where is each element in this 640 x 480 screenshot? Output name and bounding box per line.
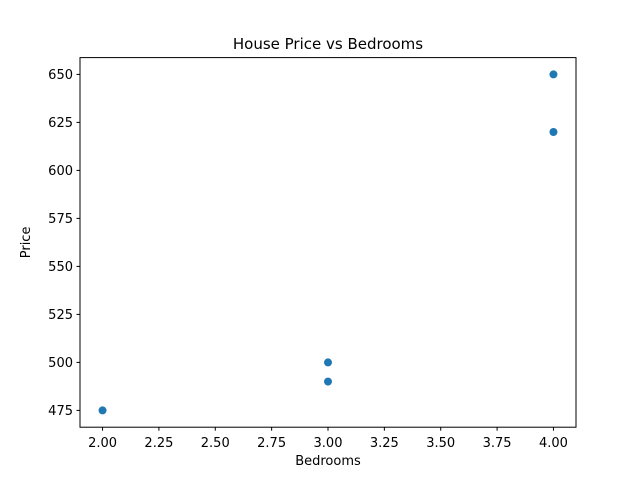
chart-title: House Price vs Bedrooms: [233, 35, 423, 53]
y-tick-label: 650: [48, 68, 73, 83]
y-axis-ticks: 475 500 525 550 575 600 625 650: [48, 68, 80, 419]
x-axis-label: Bedrooms: [295, 454, 361, 469]
scatter-point: [549, 128, 558, 136]
y-tick-label: 525: [48, 308, 73, 323]
x-axis-ticks: 2.00 2.25 2.50 2.75 3.00 3.25 3.50 3.75 4.00: [88, 427, 568, 451]
x-tick-label: 4.00: [539, 436, 568, 451]
plot-area: [80, 57, 576, 428]
y-tick-label: 550: [48, 260, 73, 275]
x-tick-label: 2.00: [88, 436, 117, 451]
x-tick-label: 2.25: [144, 436, 173, 451]
x-tick-label: 3.25: [370, 436, 399, 451]
x-tick-label: 3.75: [483, 436, 512, 451]
x-tick-label: 3.50: [426, 436, 455, 451]
scatter-point: [549, 70, 558, 79]
y-tick-label: 600: [48, 164, 73, 179]
y-tick-label: 575: [48, 212, 73, 227]
y-axis-label: Price: [19, 227, 34, 259]
data-points: [98, 70, 558, 415]
y-tick-label: 500: [48, 356, 73, 371]
x-tick-label: 2.75: [257, 436, 286, 451]
x-tick-label: 3.00: [314, 436, 343, 451]
x-tick-label: 2.50: [201, 436, 230, 451]
scatter-point: [324, 377, 332, 386]
y-tick-label: 475: [48, 404, 73, 419]
scatter-point: [98, 406, 107, 415]
axes-border: [79, 57, 577, 428]
scatter-point: [324, 358, 332, 367]
y-tick-label: 625: [48, 116, 73, 131]
